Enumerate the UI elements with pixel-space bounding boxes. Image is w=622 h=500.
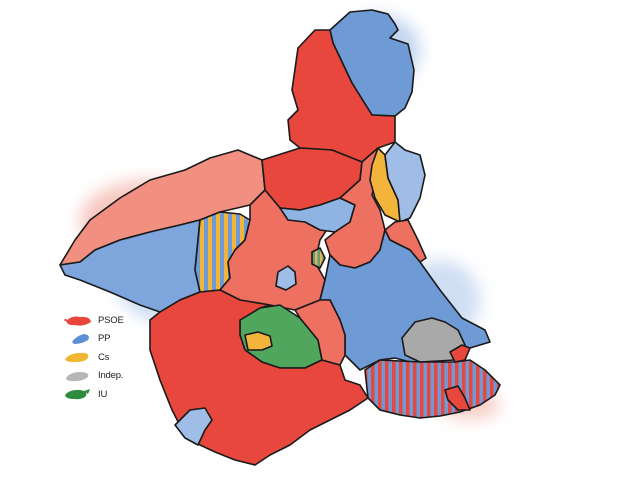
legend-item-indep: Indep.: [64, 367, 124, 384]
pp-swatch-icon: [64, 332, 92, 346]
cs-swatch-icon: [64, 350, 92, 364]
legend-label-indep: Indep.: [98, 370, 124, 382]
legend-label-cs: Cs: [98, 351, 110, 363]
legend-label-pp: PP: [98, 333, 111, 345]
region-cs-enclave: [244, 331, 273, 351]
legend: PSOE PP Cs Indep. IU: [64, 312, 124, 404]
regions: [59, 9, 501, 466]
legend-label-psoe: PSOE: [98, 315, 124, 326]
region-psoe-enclave-south: [444, 385, 471, 411]
legend-item-psoe: PSOE: [64, 312, 124, 329]
region-pp-enclave: [275, 265, 297, 291]
legend-item-pp: PP: [64, 330, 124, 347]
legend-item-cs: Cs: [64, 349, 124, 366]
iu-swatch-icon: [64, 387, 92, 401]
region-psoe-coast-east: [449, 344, 471, 363]
region-psoe-south-center: [294, 299, 346, 366]
legend-item-iu: IU: [64, 386, 124, 403]
region-indep: [401, 317, 466, 363]
indep-swatch-icon: [64, 369, 92, 383]
region-pp-east: [384, 141, 426, 223]
region-striped-small-1: [311, 247, 326, 269]
legend-label-iu: IU: [98, 388, 108, 400]
psoe-swatch-icon: [64, 314, 92, 328]
region-pp-southwest: [174, 407, 213, 446]
